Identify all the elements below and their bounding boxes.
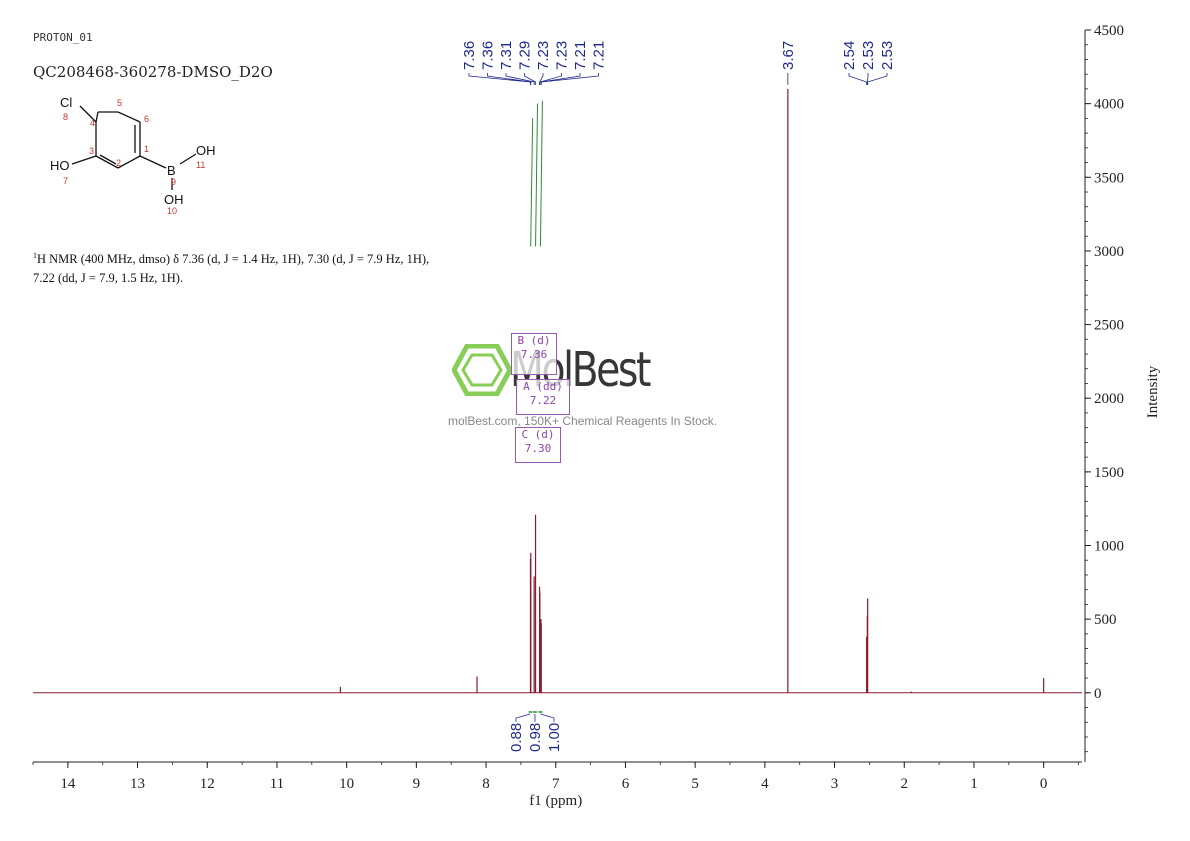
peak-label: 7.29: [517, 41, 534, 70]
multiplet-box-a: A (dd) 7.22: [516, 379, 570, 415]
nmr-superscript: 1: [33, 251, 37, 260]
spectrum-peaks: [339, 88, 1045, 693]
nmr-description: 1H NMR (400 MHz, dmso) δ 7.36 (d, J = 1.…: [33, 246, 453, 288]
y-tick-label: 4500: [1094, 23, 1124, 39]
atom-num-10: 10: [167, 206, 177, 216]
x-tick-label: 8: [482, 776, 490, 792]
x-tick-label: 10: [339, 776, 354, 792]
multiplet-b-shift: 7.36: [520, 348, 548, 361]
atom-num-1: 1: [144, 144, 149, 154]
x-tick-label: 12: [200, 776, 215, 792]
multiplet-a-name: A (dd): [523, 380, 563, 393]
integral-leader: [540, 713, 555, 722]
x-tick-label: 11: [270, 776, 284, 792]
x-tick-label: 5: [691, 776, 699, 792]
y-tick-label: 0: [1094, 686, 1102, 702]
peak-label: 7.36: [461, 41, 478, 70]
x-tick-label: 6: [622, 776, 630, 792]
x-tick-label: 13: [130, 776, 145, 792]
peak-label-leader: [848, 73, 868, 85]
peak-label: 7.31: [498, 41, 515, 70]
multiplet-b-name: B (d): [517, 334, 551, 347]
y-tick-label: 1500: [1094, 465, 1124, 481]
integral-curve: [530, 118, 534, 247]
multiplet-a-shift: 7.22: [529, 394, 557, 407]
x-tick-label: 4: [761, 776, 769, 792]
multiplet-c-name: C (d): [521, 428, 555, 441]
y-tick-label: 500: [1094, 612, 1117, 628]
integral-value: 0.98: [527, 723, 544, 752]
y-axis-title: Intensity: [1145, 365, 1161, 418]
atom-cl: Cl: [60, 95, 72, 110]
atom-oh-bottom: OH: [164, 192, 184, 207]
atom-num-3: 3: [89, 146, 94, 156]
y-tick-label: 3000: [1094, 244, 1124, 260]
x-tick-label: 1: [970, 776, 978, 792]
peak-label-leader: [539, 73, 562, 85]
y-tick-label: 4000: [1094, 97, 1124, 113]
x-tick-label: 0: [1040, 776, 1048, 792]
peak-label: 7.23: [535, 41, 552, 70]
atom-num-6: 6: [144, 114, 149, 124]
multiplet-c-shift: 7.30: [524, 442, 552, 455]
peak-label-leader: [487, 73, 532, 85]
x-axis-title: f1 (ppm): [529, 793, 582, 809]
atom-num-2: 2: [116, 158, 121, 168]
sample-title: QC208468-360278-DMSO_D2O: [33, 63, 273, 81]
peak-label-leader: [540, 73, 599, 85]
y-tick-label: 3500: [1094, 170, 1124, 186]
peak-label: 7.23: [554, 41, 571, 70]
atom-num-5: 5: [117, 98, 122, 108]
molecule-structure: Cl HO B OH OH 1 2 3 4 5 6 7 8 9 10 11: [50, 95, 216, 216]
x-tick-label: 2: [901, 776, 909, 792]
integral-value: 1.00: [546, 723, 563, 752]
peak-label-leader: [867, 73, 888, 85]
x-tick-label: 3: [831, 776, 839, 792]
watermark-tagline: molBest.com, 150K+ Chemical Reagents In …: [448, 414, 718, 428]
peak-label-leader: [540, 73, 581, 85]
peak-label: 7.21: [572, 41, 589, 70]
x-tick-label: 9: [413, 776, 421, 792]
atom-num-4: 4: [90, 118, 95, 128]
y-tick-label: 1000: [1094, 538, 1124, 554]
peak-label: 7.21: [591, 41, 608, 70]
atom-b: B: [167, 163, 176, 178]
y-tick-label: 2000: [1094, 391, 1124, 407]
nmr-text: H NMR (400 MHz, dmso) δ 7.36 (d, J = 1.4…: [33, 252, 430, 286]
peak-label: 3.67: [780, 41, 797, 70]
integral-curves: [530, 100, 543, 247]
peak-label: 2.53: [879, 41, 896, 70]
atom-ho: HO: [50, 158, 70, 173]
integral-curve: [535, 103, 539, 247]
integral-leader: [515, 713, 531, 722]
peak-label: 2.53: [860, 41, 877, 70]
peak-label-leader: [505, 73, 535, 85]
y-tick-label: 2500: [1094, 318, 1124, 334]
atom-oh-right: OH: [196, 143, 216, 158]
integral-curve: [539, 100, 543, 247]
atom-num-7: 7: [63, 176, 68, 186]
integral-value: 0.88: [508, 723, 525, 752]
x-tick-label: 7: [552, 776, 560, 792]
atom-num-9: 9: [171, 177, 176, 187]
experiment-title: PROTON_01: [33, 31, 93, 44]
atom-num-11: 11: [196, 160, 205, 170]
x-tick-label: 14: [60, 776, 76, 792]
peak-label: 7.36: [480, 41, 497, 70]
multiplet-box-c: C (d) 7.30: [515, 427, 561, 463]
atom-num-8: 8: [63, 112, 68, 122]
peak-label: 2.54: [841, 41, 858, 70]
peak-label-leader: [524, 73, 536, 85]
multiplet-box-b: B (d) 7.36: [511, 333, 557, 375]
